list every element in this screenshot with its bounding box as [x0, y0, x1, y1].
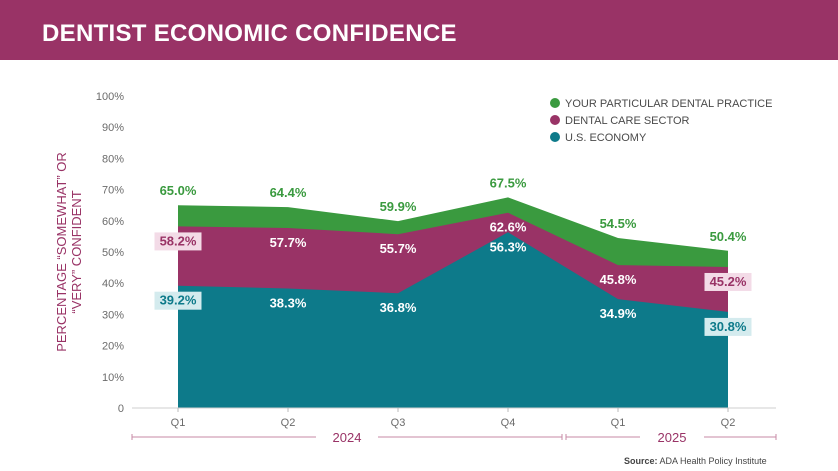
legend-marker-practice: [550, 98, 560, 108]
y-axis-title: PERCENTAGE “SOMEWHAT” OR: [54, 152, 69, 352]
data-label-sector-box: [154, 232, 202, 251]
year-label: 2025: [658, 430, 687, 445]
header-bar: DENTIST ECONOMIC CONFIDENCE: [0, 0, 838, 60]
data-label-practice: 59.9%: [380, 199, 417, 214]
data-label-economy: 34.9%: [600, 306, 637, 321]
data-label-sector: 45.8%: [600, 272, 637, 287]
data-label-sector: 45.2%: [710, 274, 747, 289]
legend-label-economy: U.S. ECONOMY: [565, 132, 647, 144]
data-label-sector-box: [704, 272, 752, 291]
data-label-sector: 58.2%: [160, 233, 197, 248]
area-economy: [178, 232, 728, 408]
y-tick-label: 30%: [102, 309, 124, 321]
data-label-sector: 57.7%: [270, 235, 307, 250]
legend-marker-economy: [550, 132, 560, 142]
data-label-economy-box: [154, 291, 202, 310]
y-tick-label: 90%: [102, 122, 124, 134]
y-tick-label: 80%: [102, 153, 124, 165]
data-label-practice: 65.0%: [160, 183, 197, 198]
data-label-economy-box: [704, 317, 752, 336]
y-tick-label: 70%: [102, 185, 124, 197]
x-tick-label: Q1: [171, 417, 186, 429]
x-tick-label: Q3: [391, 417, 406, 429]
y-axis-title: “VERY” CONFIDENT: [69, 190, 84, 313]
legend-marker-sector: [550, 115, 560, 125]
data-label-sector: 62.6%: [490, 220, 527, 235]
y-tick-label: 100%: [96, 91, 124, 103]
data-label-practice: 67.5%: [490, 175, 527, 190]
x-tick-label: Q1: [611, 417, 626, 429]
source-text: ADA Health Policy Institute: [659, 456, 767, 466]
y-tick-label: 60%: [102, 216, 124, 228]
data-label-practice: 50.4%: [710, 229, 747, 244]
y-tick-label: 40%: [102, 278, 124, 290]
data-label-economy: 39.2%: [160, 293, 197, 308]
year-label: 2024: [333, 430, 362, 445]
data-label-economy: 30.8%: [710, 319, 747, 334]
x-tick-label: Q4: [501, 417, 516, 429]
x-tick-label: Q2: [721, 417, 736, 429]
data-label-economy: 56.3%: [490, 239, 527, 254]
y-tick-label: 10%: [102, 372, 124, 384]
data-label-economy: 36.8%: [380, 300, 417, 315]
legend-label-practice: YOUR PARTICULAR DENTAL PRACTICE: [565, 98, 772, 110]
y-tick-label: 50%: [102, 247, 124, 259]
data-label-practice: 54.5%: [600, 216, 637, 231]
source-label: Source:: [624, 456, 658, 466]
legend-label-sector: DENTAL CARE SECTOR: [565, 115, 690, 127]
source-note: Source: ADA Health Policy Institute: [624, 456, 767, 466]
y-tick-label: 20%: [102, 341, 124, 353]
x-tick-label: Q2: [281, 417, 296, 429]
y-tick-label: 0: [118, 403, 124, 415]
data-label-economy: 38.3%: [270, 296, 307, 311]
data-label-sector: 55.7%: [380, 241, 417, 256]
page-title: DENTIST ECONOMIC CONFIDENCE: [42, 20, 457, 47]
data-label-practice: 64.4%: [270, 185, 307, 200]
